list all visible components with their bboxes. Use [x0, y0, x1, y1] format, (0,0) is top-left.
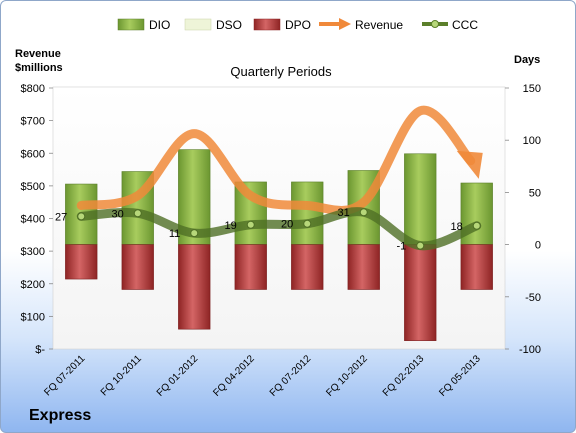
dio-bar [291, 181, 324, 245]
left-tick-label: $100 [21, 311, 45, 323]
dpo-bar [291, 244, 324, 290]
ccc-data-label: -1 [396, 241, 406, 253]
right-axis-label: Days [514, 54, 540, 66]
legend: DIO DSO DPO Revenue CCC [117, 18, 478, 32]
legend-swatch-dpo [253, 18, 281, 31]
left-axis-label-line2: $millions [15, 62, 63, 74]
left-axis-label-line1: Revenue [15, 48, 61, 60]
right-tick-label: 100 [523, 135, 541, 147]
ccc-data-label: 27 [55, 211, 67, 223]
left-tick-label: $500 [21, 181, 45, 193]
chart-title: Quarterly Periods [230, 64, 332, 79]
ccc-data-label: 30 [112, 208, 124, 220]
revenue-line [76, 105, 476, 215]
left-tick-label: $300 [21, 246, 45, 258]
category-label: FQ 05-2013 [437, 353, 483, 399]
revenue-series [76, 105, 483, 215]
left-tick-label: $200 [21, 279, 45, 291]
right-tick-label: -100 [519, 344, 541, 356]
ccc-point [303, 219, 312, 228]
ccc-point [133, 209, 142, 218]
ccc-point [416, 241, 425, 250]
legend-label-dpo: DPO [285, 18, 311, 32]
right-tick-label: 50 [529, 187, 541, 199]
legend-swatch-dio [117, 18, 145, 31]
right-tick-label: 0 [535, 240, 541, 252]
category-label: FQ 07-2011 [42, 353, 87, 398]
category-label: FQ 04-2012 [211, 353, 257, 399]
ccc-data-label: 11 [169, 228, 180, 240]
ccc-data-label: 18 [451, 221, 463, 233]
ccc-data-label: 20 [281, 219, 293, 231]
right-axis-ticks: -100 -50 0 50 100 150 [505, 83, 541, 356]
category-label: FQ 01-2012 [155, 353, 201, 399]
legend-label-revenue: Revenue [355, 18, 403, 32]
left-tick-label: $700 [21, 116, 45, 128]
left-tick-label: $400 [21, 214, 45, 226]
category-label: FQ 10-2012 [324, 353, 370, 399]
right-tick-label: 150 [523, 83, 541, 95]
category-labels: FQ 07-2011 FQ 10-2011 FQ 01-2012 FQ 04-2012… [42, 353, 483, 399]
legend-swatch-dso [184, 18, 212, 31]
ccc-point [246, 220, 255, 229]
category-label: FQ 07-2012 [268, 353, 314, 399]
left-axis-ticks: $- $100 $200 $300 $400 $500 $600 $700 $800 [21, 83, 53, 356]
ccc-data-label: 31 [338, 207, 350, 219]
revenue-arrowhead [456, 150, 483, 179]
ccc-point [77, 212, 86, 221]
dpo-bar [234, 244, 267, 290]
ccc-point [190, 229, 199, 238]
left-tick-label: $800 [21, 83, 45, 95]
right-tick-label: -50 [525, 292, 541, 304]
ccc-line [76, 207, 482, 251]
ccc-point [472, 221, 481, 230]
legend-ccc-marker-icon [422, 20, 448, 28]
legend-label-dso: DSO [216, 18, 242, 32]
ccc-point [359, 208, 368, 217]
category-label: FQ 10-2011 [99, 353, 144, 398]
legend-label-ccc: CCC [452, 18, 478, 32]
dpo-bar [121, 244, 154, 290]
category-label: FQ 02-2013 [381, 353, 427, 399]
legend-label-dio: DIO [149, 18, 170, 32]
ccc-data-label: 19 [225, 220, 237, 232]
dpo-bar [404, 244, 437, 341]
ccc-series: 27 30 11 19 20 31 -1 18 [55, 207, 482, 253]
dpo-bar [460, 244, 493, 290]
company-name: Express [29, 407, 92, 424]
left-tick-label: $- [35, 344, 45, 356]
dpo-bar [347, 244, 380, 290]
dpo-bar [178, 244, 211, 330]
dpo-bar [65, 244, 98, 280]
dio-bar [404, 153, 437, 245]
legend-revenue-arrow-icon [319, 18, 351, 30]
left-tick-label: $600 [21, 148, 45, 160]
